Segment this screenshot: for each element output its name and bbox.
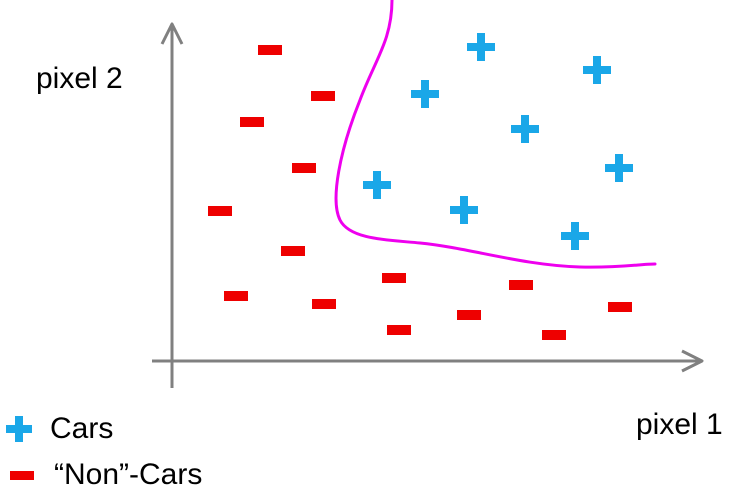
non-car-minus-marker xyxy=(281,246,305,256)
non-car-minus-marker xyxy=(457,310,481,320)
car-plus-marker xyxy=(411,80,439,108)
non-cars-points xyxy=(208,45,632,340)
non-car-minus-marker xyxy=(240,117,264,127)
non-car-minus-marker xyxy=(608,302,632,312)
non-car-minus-marker xyxy=(292,163,316,173)
legend-item-cars: Cars xyxy=(6,414,113,444)
car-plus-marker xyxy=(467,33,495,61)
non-car-minus-marker xyxy=(208,206,232,216)
cars-points xyxy=(363,33,633,250)
y-axis-arrowhead xyxy=(160,22,184,45)
non-car-minus-marker xyxy=(224,291,248,301)
non-car-minus-marker xyxy=(509,280,533,290)
y-axis-label: pixel 2 xyxy=(36,62,123,95)
non-car-minus-marker xyxy=(311,91,335,101)
non-car-minus-marker xyxy=(542,330,566,340)
car-plus-marker xyxy=(561,222,589,250)
car-plus-marker xyxy=(511,115,539,143)
car-plus-marker xyxy=(583,56,611,84)
legend-item-non-cars: “Non”-Cars xyxy=(10,460,202,490)
car-plus-marker xyxy=(363,171,391,199)
axes xyxy=(152,22,704,388)
minus-icon xyxy=(10,470,34,480)
non-car-minus-marker xyxy=(312,299,336,309)
decision-boundary-curve xyxy=(334,0,657,269)
legend-label-non-cars: “Non”-Cars xyxy=(54,458,203,491)
plus-icon xyxy=(6,416,32,442)
non-car-minus-marker xyxy=(382,273,406,283)
legend-label-cars: Cars xyxy=(50,412,114,445)
non-car-minus-marker xyxy=(387,325,411,335)
non-car-minus-marker xyxy=(258,45,282,55)
x-axis-arrowhead xyxy=(681,349,704,373)
car-plus-marker xyxy=(450,196,478,224)
x-axis-label: pixel 1 xyxy=(636,408,723,441)
car-plus-marker xyxy=(605,154,633,182)
